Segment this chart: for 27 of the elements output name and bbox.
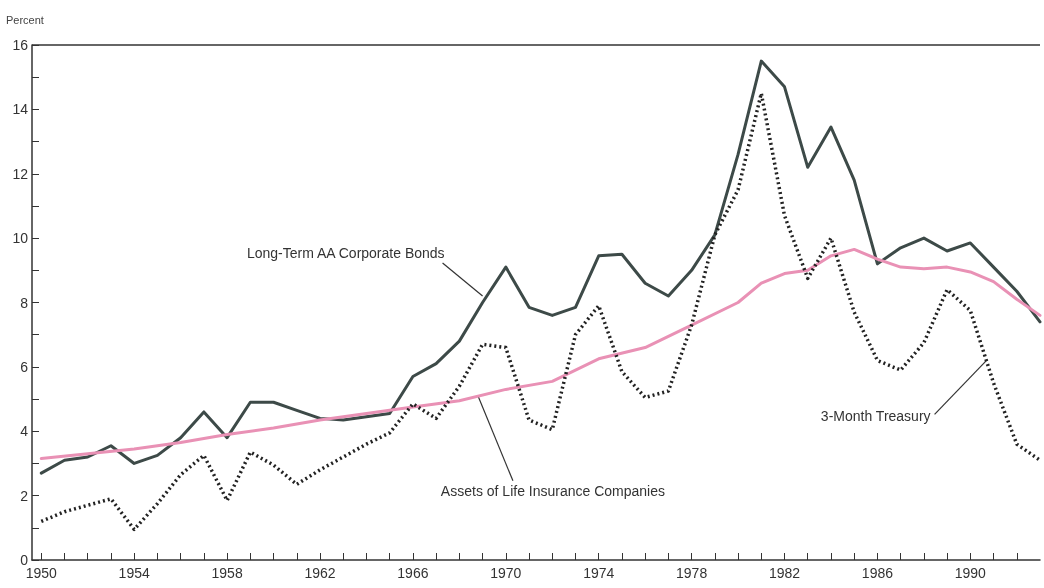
x-tick-label: 1962 xyxy=(304,565,336,581)
x-tick-label: 1982 xyxy=(768,565,801,581)
line-series xyxy=(39,247,1042,461)
x-tick-label: 1974 xyxy=(583,565,615,581)
y-tick-label: 2 xyxy=(20,487,29,504)
annotation: Long-Term AA Corporate Bonds xyxy=(246,245,445,262)
x-tick-label: 1978 xyxy=(676,565,708,581)
y-tick-label: 6 xyxy=(20,358,29,375)
x-tick-label: 1970 xyxy=(490,565,522,581)
line-series xyxy=(39,91,1042,532)
y-tick-label: 16 xyxy=(12,37,29,53)
line-series xyxy=(39,59,1042,475)
x-tick-label: 1950 xyxy=(25,565,58,581)
annotation: 3-Month Treasury xyxy=(820,408,931,425)
y-tick-label: 10 xyxy=(12,230,29,247)
x-tick-label: 1958 xyxy=(211,565,243,581)
y-tick-label: 14 xyxy=(12,101,29,118)
x-tick-label: 1990 xyxy=(954,565,987,581)
y-tick-label: 8 xyxy=(20,294,29,311)
annotation: Assets of Life Insurance Companies xyxy=(440,482,665,499)
y-tick-label: 0 xyxy=(20,552,29,568)
x-tick-label: 1966 xyxy=(397,565,429,581)
x-tick-label: 1954 xyxy=(118,565,150,581)
y-tick-label: 12 xyxy=(12,165,29,182)
y-tick-label: 4 xyxy=(20,423,29,440)
x-tick-label: 1986 xyxy=(861,565,894,581)
y-axis-title: Percent xyxy=(6,13,44,26)
